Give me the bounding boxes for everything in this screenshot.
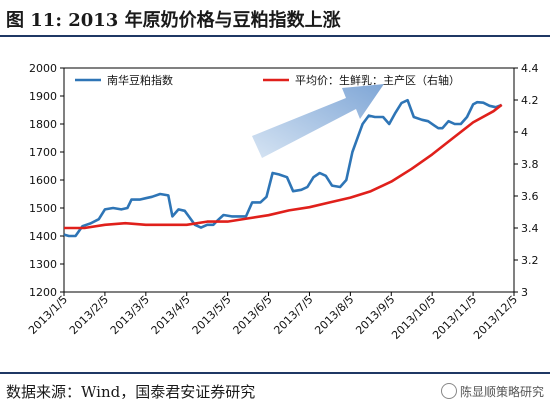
watermark-label: 陈显顺策略研究 [459,385,544,399]
legend-label-2: 平均价：生鲜乳：主产区（右轴） [295,73,460,87]
y-right-tick-label: 3.8 [521,158,539,171]
y-left-tick-label: 1300 [29,258,57,271]
y-left-tick-label: 1600 [29,174,57,187]
y-right-tick-label: 3 [521,286,528,299]
x-tick-label: 2013/12/5 [471,293,520,342]
x-tick-label: 2013/6/5 [231,293,275,337]
series-line-1 [63,98,503,238]
footer-rule [0,372,550,374]
y-left-tick-label: 1500 [29,202,57,215]
y-right-tick-label: 4.2 [521,94,539,107]
y-right-tick-label: 3.4 [521,222,539,235]
x-tick-label: 2013/3/5 [108,293,152,337]
source-note: 数据来源：Wind，国泰君安证券研究 [6,383,256,401]
figure-header: 图 11: 2013 年原奶价格与豆粕指数上涨 [0,0,550,37]
y-right-tick-label: 4.4 [521,62,539,75]
watermark: 陈显顺策略研究 [440,383,544,400]
chart: 1200 1300 1400 1500 1600 1700 1800 1900 2000 3 3.2… [26,62,539,342]
series-line-2 [64,103,503,230]
figure-title: 图 11: 2013 年原奶价格与豆粕指数上涨 [6,10,341,31]
y-left-tick-label: 1800 [29,118,57,131]
wechat-icon [440,383,457,399]
y-left-tick-label: 1700 [29,146,57,159]
header-rule [0,35,550,37]
x-tick-label: 2013/1/5 [26,293,70,337]
legend-label-1: 南华豆粕指数 [107,73,173,87]
y-left-tick-label: 1900 [29,90,57,103]
y-right-tick-label: 3.2 [521,254,539,267]
x-tick-label: 2013/7/5 [271,293,315,337]
x-tick-label: 2013/8/5 [312,293,356,337]
y-right-tick-label: 3.6 [521,190,539,203]
x-tick-label: 2013/5/5 [190,293,234,337]
trend-arrow [252,84,384,158]
x-tick-label: 2013/2/5 [67,293,111,337]
y-left-tick-label: 2000 [29,62,57,75]
y-left-tick-label: 1400 [29,230,57,243]
x-tick-label: 2013/4/5 [149,293,193,337]
y-left-tick-label: 1200 [29,286,57,299]
y-right-tick-label: 4 [521,126,528,139]
